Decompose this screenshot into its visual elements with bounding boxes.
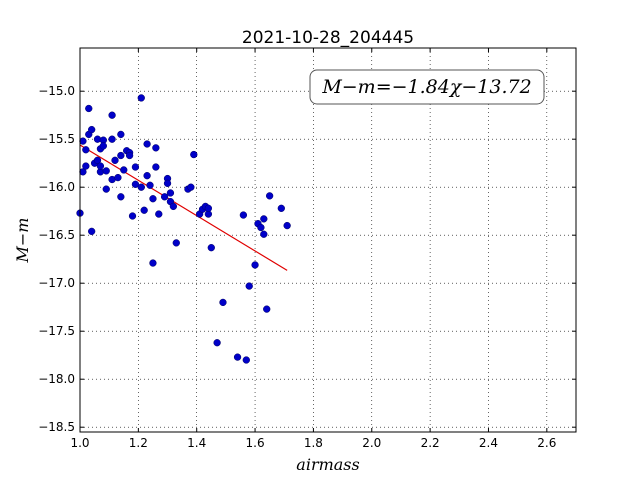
data-point <box>79 137 87 145</box>
x-axis-label: airmass <box>296 455 359 474</box>
x-tick-label: 2.4 <box>479 436 498 450</box>
data-point <box>131 180 140 188</box>
data-point <box>166 189 175 197</box>
data-point <box>114 173 122 182</box>
x-tick-label: 2.2 <box>421 436 440 450</box>
data-point <box>172 239 180 247</box>
data-point <box>163 179 172 188</box>
chart-title: 2021-10-28_204445 <box>242 28 414 48</box>
data-point <box>117 151 125 160</box>
y-tick-label: −18.0 <box>38 372 75 386</box>
data-point <box>146 181 154 189</box>
data-point <box>99 142 107 150</box>
y-tick-label: −17.0 <box>38 276 75 290</box>
data-point <box>233 353 242 361</box>
data-point <box>213 339 221 347</box>
data-point <box>117 130 125 139</box>
x-tick-label: 1.0 <box>70 436 89 450</box>
data-point <box>131 163 140 171</box>
data-point <box>207 244 215 252</box>
data-point <box>96 162 105 170</box>
x-tick-label: 2.0 <box>362 436 381 450</box>
data-point <box>88 125 96 134</box>
y-tick-label: −18.5 <box>38 420 75 434</box>
data-point <box>155 210 163 218</box>
data-point <box>88 227 96 236</box>
data-point <box>85 104 93 113</box>
data-point <box>140 206 148 214</box>
y-axis-label: M−m <box>13 218 32 264</box>
x-tick-label: 2.6 <box>537 436 556 450</box>
data-point <box>152 163 160 171</box>
x-tick-label: 1.2 <box>129 436 148 450</box>
data-point <box>149 195 157 203</box>
data-point <box>108 135 116 143</box>
plot-frame <box>79 47 577 433</box>
data-point <box>204 204 213 212</box>
data-point <box>137 183 145 191</box>
data-point <box>265 192 274 200</box>
y-tick-label: −17.5 <box>38 324 75 338</box>
data-point <box>137 94 145 102</box>
data-point <box>260 230 268 238</box>
data-point <box>169 202 178 211</box>
equation-text: M−m=−1.84χ−13.72 <box>321 76 531 98</box>
x-tick-label: 1.4 <box>187 436 206 450</box>
data-point <box>160 193 169 201</box>
y-tick-label: −16.0 <box>38 180 75 194</box>
x-tick-label: 1.6 <box>246 436 265 450</box>
data-point <box>187 183 195 191</box>
data-point <box>82 146 90 154</box>
data-point <box>245 282 253 290</box>
x-tick-label: 1.8 <box>304 436 323 450</box>
data-point <box>143 172 151 180</box>
data-point <box>239 211 248 219</box>
data-point <box>93 156 102 164</box>
data-point <box>260 215 268 223</box>
fit-line <box>79 144 288 271</box>
data-point <box>111 156 119 164</box>
data-point <box>219 298 227 307</box>
fit-line-group <box>79 144 288 271</box>
y-tick-label: −15.0 <box>38 84 75 98</box>
axis-ticks: 1.0 1.2 1.4 1.6 1.8 2.0 2.2 2.4 2.6 −15.0 −15.5 −16… <box>38 48 576 450</box>
data-point <box>152 144 160 152</box>
data-point <box>117 193 125 201</box>
equation-box <box>309 69 545 105</box>
y-tick-label: −15.5 <box>38 132 75 146</box>
data-point <box>108 111 116 119</box>
data-point <box>190 150 198 159</box>
data-point <box>283 221 291 230</box>
data-point <box>125 151 134 160</box>
data-point <box>277 204 285 212</box>
data-point <box>102 167 110 175</box>
data-point <box>143 140 151 148</box>
data-point <box>257 223 265 232</box>
data-point <box>82 162 90 170</box>
data-point <box>102 185 110 193</box>
data-point <box>251 261 259 269</box>
data-point <box>242 356 250 364</box>
equation-annotation: M−m=−1.84χ−13.72 <box>309 69 545 105</box>
data-point <box>149 259 157 267</box>
data-point <box>128 212 137 220</box>
data-point <box>120 166 128 174</box>
y-tick-label: −16.5 <box>38 228 75 242</box>
data-points <box>76 94 291 364</box>
data-point <box>263 305 271 313</box>
